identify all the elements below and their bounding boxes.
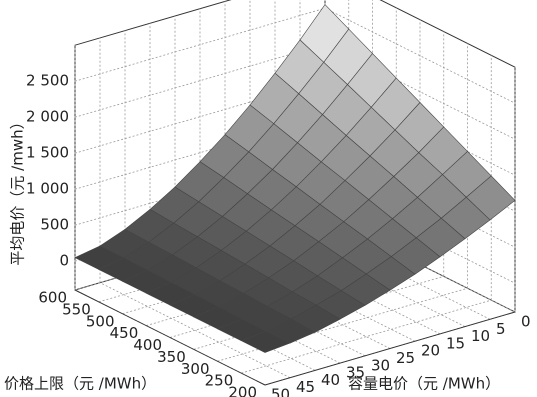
grid-line (324, 43, 516, 140)
y-tick-label: 20 (421, 342, 440, 360)
grid-line (324, 187, 516, 284)
y-tick-label: 50 (271, 386, 290, 397)
x-tick-label: 200 (228, 384, 257, 397)
x-tick-label: 350 (157, 348, 186, 366)
y-tick-label: 30 (371, 356, 390, 374)
y-tick-label: 40 (321, 371, 340, 389)
x-tick-label: 500 (86, 312, 115, 330)
grid-line (241, 299, 492, 374)
axis-line (264, 311, 516, 386)
z-tick-label: 0 (59, 252, 69, 270)
grid-line (74, 7, 326, 82)
x-axis-label: 价格上限（元 /MWh） (4, 375, 156, 393)
x-tick-label: 450 (110, 324, 139, 342)
z-tick-label: 2 500 (26, 72, 69, 90)
z-tick-label: 1 000 (26, 180, 69, 198)
x-tick-label: 300 (181, 360, 210, 378)
y-tick-label: 10 (471, 327, 490, 345)
grid-line (217, 287, 468, 362)
y-tick-label: 35 (346, 364, 365, 382)
x-tick-label: 400 (133, 336, 162, 354)
x-tick-label: 550 (62, 300, 91, 318)
z-tick-label: 2 000 (26, 108, 69, 126)
z-axis-label: 平均电价（元 /mwh） (9, 114, 27, 265)
surface (74, 4, 516, 353)
x-tick-label: 600 (38, 289, 67, 307)
y-tick-label: 0 (521, 313, 531, 331)
y-tick-label: 15 (446, 334, 465, 352)
surface-patch (240, 330, 291, 353)
grid-line (324, 79, 516, 176)
y-tick-label: 25 (396, 349, 415, 367)
grid-line (99, 282, 291, 379)
z-tick-label: 500 (40, 216, 69, 234)
y-tick-label: 45 (296, 378, 315, 396)
grid-line (324, 151, 516, 248)
y-tick-label: 5 (496, 320, 506, 338)
z-tick-label: 1 500 (26, 144, 69, 162)
y-axis-label: 容量电价（元 /MWh） (348, 375, 500, 393)
grid-line (193, 275, 444, 350)
x-tick-label: 250 (205, 372, 234, 390)
axis-line (74, 289, 266, 386)
grid-line (74, 43, 326, 118)
grid-line (324, 7, 516, 104)
